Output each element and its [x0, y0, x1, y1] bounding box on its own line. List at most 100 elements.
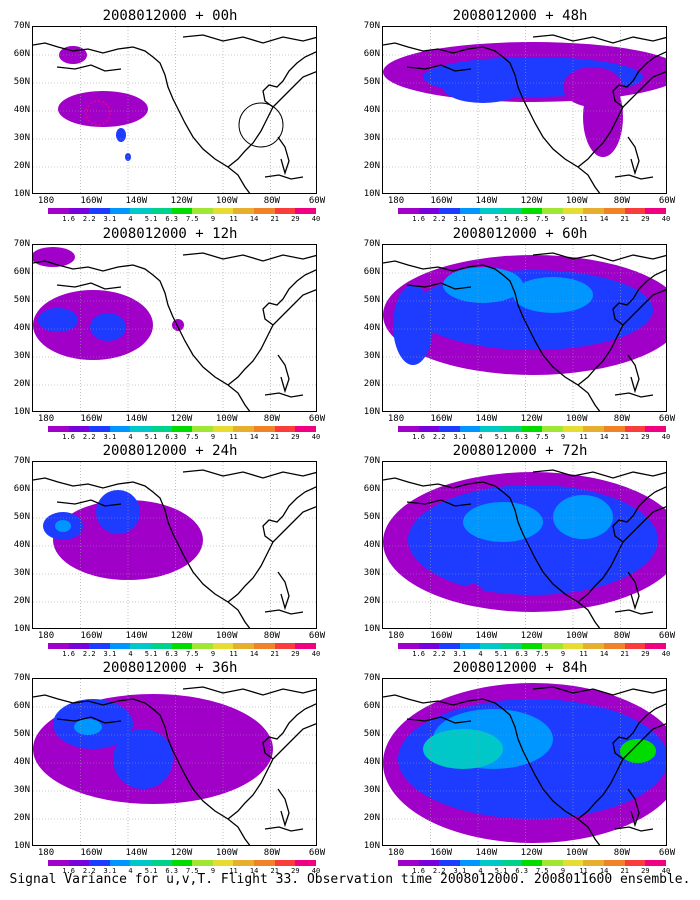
variance-region: [58, 91, 148, 127]
colorbar-swatch: [151, 426, 172, 432]
colorbar-label: 5.1: [144, 215, 158, 223]
colorbar-label: 7.5: [185, 867, 199, 875]
coastline: [277, 136, 290, 176]
colorbar-swatch: [459, 860, 481, 866]
colorbar-swatch: [480, 426, 502, 432]
longitude-label: 60W: [308, 414, 326, 424]
colorbar-swatch: [398, 208, 419, 214]
colorbar-label: 21: [270, 650, 279, 658]
variance-region: [55, 520, 71, 532]
longitude-label: 120W: [520, 414, 543, 424]
colorbar-swatch: [68, 426, 90, 432]
colorbar-swatch: [439, 643, 460, 649]
panel-title: 2008012000 + 24h: [102, 443, 238, 459]
colorbar-label: 11: [579, 433, 588, 441]
latitude-label: 70N: [13, 673, 30, 683]
latitude-label: 70N: [363, 673, 380, 683]
colorbar-swatch: [68, 208, 90, 214]
latitude-label: 70N: [363, 239, 380, 249]
coastline: [577, 506, 666, 603]
colorbar-swatch: [130, 426, 152, 432]
colorbar-swatch: [542, 643, 563, 649]
variance-region: [113, 729, 173, 789]
coastline: [227, 289, 316, 386]
colorbar-label: 14: [599, 867, 609, 875]
colorbar-label: 7.5: [535, 433, 549, 441]
colorbar-swatch: [89, 643, 110, 649]
colorbar: [48, 208, 316, 214]
colorbar-label: 6.3: [515, 433, 529, 441]
longitude-label: 60W: [658, 414, 676, 424]
variance-map: [33, 27, 316, 193]
colorbar-swatch: [89, 208, 110, 214]
colorbar-label: 5.1: [144, 433, 158, 441]
coastline: [406, 282, 472, 290]
colorbar-swatch: [274, 426, 296, 432]
colorbar-label: 7.5: [535, 650, 549, 658]
colorbar-label: 40: [661, 215, 671, 223]
longitude-label: 120W: [520, 196, 543, 206]
latitude-label: 60N: [363, 701, 380, 711]
colorbar-swatch: [583, 643, 605, 649]
colorbar-swatch: [212, 860, 234, 866]
coastline: [383, 694, 601, 845]
map-area: [382, 244, 667, 412]
colorbar-swatch: [624, 208, 646, 214]
latitude-label: 10N: [13, 624, 30, 634]
longitude-label: 140W: [125, 414, 148, 424]
panel-title: 2008012000 + 00h: [102, 8, 238, 24]
colorbar-swatch: [398, 426, 419, 432]
latitude-label: 20N: [13, 379, 30, 389]
longitude-label: 120W: [170, 848, 193, 858]
colorbar-swatch: [233, 208, 255, 214]
coastline: [627, 788, 640, 828]
longitude-label: 80W: [263, 848, 280, 858]
coastline: [577, 71, 666, 168]
latitude-label: 60N: [13, 267, 30, 277]
latitude-label: 10N: [13, 841, 30, 851]
colorbar-label: 7.5: [185, 433, 199, 441]
colorbar-label: 2.2: [82, 867, 96, 875]
colorbar-swatch: [130, 643, 152, 649]
colorbar-label: 5.1: [494, 215, 508, 223]
colorbar-label: 11: [579, 215, 588, 223]
longitude-label: 80W: [613, 631, 630, 641]
colorbar-label: 7.5: [185, 650, 199, 658]
longitude-label: 60W: [658, 631, 676, 641]
variance-map: [33, 245, 316, 411]
coastline: [262, 51, 316, 108]
latitude-label: 50N: [363, 512, 380, 522]
colorbar-swatch: [501, 208, 522, 214]
coastline: [627, 354, 640, 394]
latitude-label: 30N: [363, 785, 380, 795]
colorbar-swatch: [130, 208, 152, 214]
colorbar-swatch: [151, 860, 172, 866]
colorbar-label: 2.2: [432, 867, 446, 875]
longitude-label: 120W: [520, 631, 543, 641]
colorbar-swatch: [501, 860, 522, 866]
latitude-label: 20N: [363, 161, 380, 171]
colorbar-label: 6.3: [165, 215, 179, 223]
colorbar-swatch: [645, 860, 666, 866]
colorbar-label: 40: [661, 650, 671, 658]
longitude-label: 180: [37, 196, 55, 206]
latitude-label: 30N: [363, 351, 380, 361]
coastline: [56, 282, 122, 290]
longitude-label: 140W: [125, 196, 148, 206]
longitude-label: 160W: [430, 414, 452, 424]
colorbar-swatch: [439, 426, 460, 432]
longitude-label: 180: [387, 631, 405, 641]
colorbar-swatch: [274, 208, 296, 214]
colorbar-swatch: [192, 643, 213, 649]
variance-region: [443, 71, 523, 103]
latitude-label: 50N: [13, 77, 30, 87]
colorbar-label: 7.5: [185, 215, 199, 223]
colorbar-label: 3.1: [103, 867, 117, 875]
longitude-label: 140W: [125, 631, 148, 641]
map-area: [32, 678, 317, 846]
latitude-label: 40N: [363, 757, 380, 767]
colorbar-label: 4: [478, 433, 483, 441]
coastline: [33, 42, 251, 193]
colorbar-label: 21: [270, 433, 279, 441]
latitude-label: 10N: [363, 624, 380, 634]
